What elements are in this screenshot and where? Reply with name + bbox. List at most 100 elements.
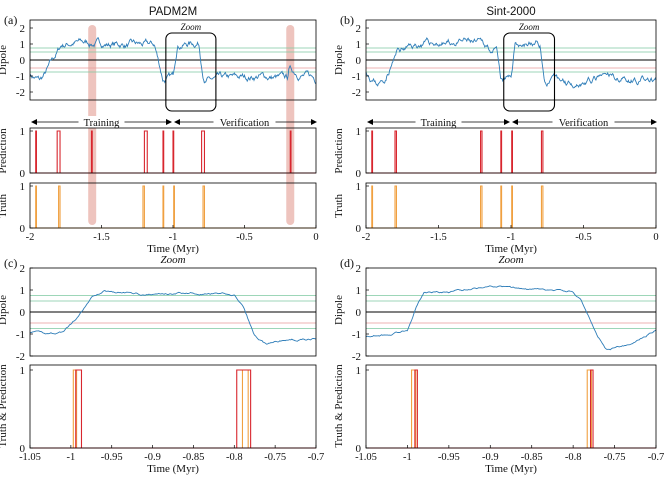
g-d-tp-ytick-label: 0	[356, 443, 362, 455]
g-b-prediction-ytick-label: 1	[356, 126, 362, 138]
g-c-prediction-pulse	[75, 369, 83, 448]
g-c-dipole-line	[29, 289, 317, 345]
g-c-tp-xtick-label: -0.9	[144, 452, 161, 463]
g-a-verification-label: Verification	[220, 118, 270, 129]
g-b-truth-ytick-label: 1	[356, 181, 362, 193]
g-b-panel-label: (b)	[340, 13, 354, 27]
g-b-verification-arrowhead-left	[512, 119, 518, 125]
g-b-training-arrowhead-right	[504, 119, 510, 125]
g-a-prediction-ytick-label: 0	[20, 168, 26, 180]
g-d-dipole-line	[365, 285, 657, 351]
g-a-prediction-pulse	[90, 130, 93, 173]
g-b-prediction-pulse	[500, 130, 503, 173]
g-a-training-label: Training	[84, 118, 121, 129]
g-c-tp-xtick-label: -0.95	[101, 452, 123, 463]
g-a-verification-arrowhead-right	[311, 119, 317, 125]
g-d-tp-xtick-label: -1	[403, 452, 412, 463]
g-a-zoom-label: Zoom	[181, 22, 202, 32]
g-b-training-label: Training	[421, 118, 458, 129]
g-a-truth-xtick-label: -1.5	[93, 232, 110, 243]
g-b-arrow-label-bg	[415, 116, 462, 128]
g-b-xlabel: Time (Myr)	[485, 243, 537, 255]
g-d-tp-xtick-label: -0.95	[438, 452, 460, 463]
g-c-dipole-ylabel: Dipole	[0, 295, 9, 325]
g-b-prediction-pulse	[394, 130, 397, 173]
g-a-prediction-pulse	[289, 130, 292, 173]
g-d-tp-ytick-label: 1	[356, 365, 362, 377]
g-a-truth-pulse	[142, 185, 145, 228]
g-c-tp-xtick-label: -1	[66, 452, 75, 463]
g-c-tp-xtick-label: -0.85	[182, 452, 204, 463]
g-a-truth-xtick-label: -2	[26, 232, 35, 243]
g-b-dipole-ytick-label: 0	[356, 55, 362, 67]
g-b-truth-ytick-label: 0	[356, 223, 362, 235]
g-d-tp-ylabel: Truth & Prediction	[333, 364, 345, 448]
g-b-prediction-ytick-label: 0	[356, 168, 362, 180]
g-a-training-arrowhead-right	[166, 119, 172, 125]
g-b-dipole-ytick-label: 1	[356, 39, 362, 51]
g-b-prediction-pulse	[511, 130, 513, 173]
g-a-truth-xtick-label: 0	[313, 232, 318, 243]
g-a-truth-frame	[29, 182, 317, 229]
g-b-truth-pulse	[500, 185, 503, 228]
g-b-prediction-frame	[365, 127, 657, 174]
g-d-truth-pulse	[586, 369, 592, 448]
g-d-tp-xtick-label: -0.8	[565, 452, 582, 463]
g-b-truth-xtick-label: -1.5	[430, 232, 447, 243]
g-a-dipole-ytick-label: 1	[20, 39, 26, 51]
g-a-panel-label: (a)	[4, 13, 17, 27]
g-a-truth-pulse	[58, 185, 61, 228]
g-b-truth-xtick-label: 0	[653, 232, 658, 243]
g-a-prediction-pulse	[35, 130, 37, 173]
g-d-dipole-ylabel: Dipole	[333, 295, 345, 325]
g-d-title: Zoom	[498, 254, 523, 266]
g-c-title: Zoom	[160, 254, 185, 266]
g-b-truth-pulse	[394, 185, 397, 228]
g-c-tp-frame	[29, 364, 317, 449]
g-b-arrow-label-bg	[552, 116, 615, 128]
g-b-dipole-line	[365, 37, 657, 89]
g-c-tp-ylabel: Truth & Prediction	[0, 364, 9, 448]
g-a-dipole-ytick-label: -2	[16, 87, 25, 99]
g-c-dipole-ytick-label: -1	[16, 329, 25, 341]
g-b-prediction-pulse	[480, 130, 483, 173]
g-a-arrow-label-bg	[213, 116, 276, 128]
g-d-tp-xtick-label: -1.05	[355, 452, 377, 463]
g-d-dipole-ytick-label: 1	[356, 285, 362, 297]
g-a-title: PADM2M	[149, 6, 197, 18]
g-b-truth-pulse	[480, 185, 483, 228]
g-b-verification-arrowhead-right	[651, 119, 657, 125]
g-b-prediction-pulse	[540, 130, 544, 173]
g-a-truth-ytick-label: 0	[20, 223, 26, 235]
g-b-dipole-ytick-label: -1	[352, 71, 361, 83]
g-a-prediction-pulse	[162, 130, 165, 173]
g-c-dipole-ytick-label: 2	[20, 263, 26, 275]
g-b-zoom-box	[503, 32, 556, 112]
g-a-arrow-label-bg	[78, 116, 125, 128]
g-d-prediction-pulse	[589, 369, 594, 448]
g-a-dipole-ytick-label: -1	[16, 71, 25, 83]
g-d-tp-xtick-label: -0.75	[604, 452, 626, 463]
g-a-truth-pulse	[202, 185, 206, 228]
g-d-prediction-pulse	[414, 369, 418, 448]
g-d-dipole-ytick-label: 0	[356, 307, 362, 319]
g-a-xlabel: Time (Myr)	[147, 243, 199, 255]
g-b-dipole-ytick-label: 2	[356, 23, 362, 35]
g-b-prediction-pulse	[371, 130, 374, 173]
g-a-truth-pulse	[35, 185, 37, 228]
g-c-tp-xtick-label: -0.8	[226, 452, 243, 463]
g-d-xlabel: Time (Myr)	[485, 463, 537, 475]
g-d-tp-xtick-label: -0.7	[648, 452, 665, 463]
g-b-truth-pulse	[511, 185, 513, 228]
g-a-training-arrowhead-left	[31, 119, 37, 125]
g-a-prediction-pulse	[172, 130, 175, 173]
g-b-truth-ylabel: Truth	[333, 193, 345, 218]
g-a-prediction-pulse	[143, 130, 148, 173]
g-a-highlight-band	[286, 25, 295, 225]
g-b-dipole-ytick-label: -2	[352, 87, 361, 99]
g-a-truth-ytick-label: 1	[20, 181, 26, 193]
